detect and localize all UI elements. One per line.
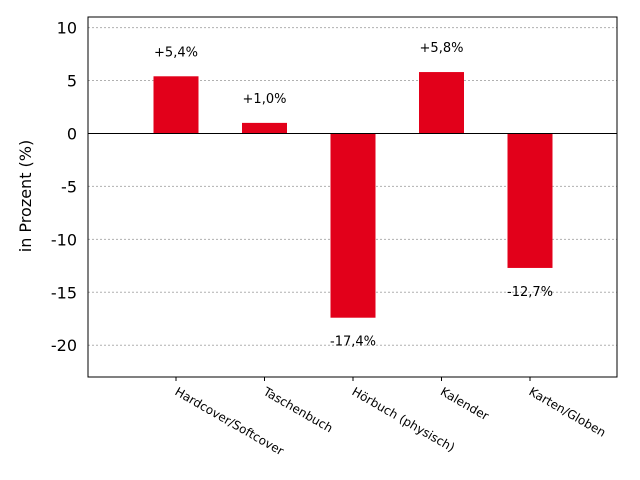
data-label: +5,8%	[420, 41, 464, 56]
data-labels: +5,4% +1,0% -17,4% +5,8% -12,7%	[154, 41, 553, 350]
y-axis-title: in Prozent (%)	[16, 140, 35, 252]
data-label: +1,0%	[243, 92, 287, 107]
y-tick-label: 0	[67, 124, 77, 143]
bar	[330, 133, 376, 318]
y-tick-label: 5	[67, 72, 77, 91]
x-tick-label: Kalender	[438, 384, 491, 423]
y-tick-label: -5	[61, 177, 77, 196]
bar	[153, 76, 199, 134]
y-tick-label: -10	[51, 230, 77, 249]
y-tick-label: -20	[51, 336, 77, 355]
bar	[242, 122, 287, 134]
y-tick-label: -15	[51, 283, 77, 302]
data-label: -12,7%	[507, 285, 553, 300]
x-tick-label: Taschenbuch	[260, 384, 335, 435]
data-label: +5,4%	[154, 45, 198, 60]
y-axis-ticks: 10 5 0 -5 -10 -15 -20	[51, 19, 77, 356]
bar	[507, 133, 553, 268]
y-tick-label: 10	[57, 19, 77, 38]
x-tick-label: Karten/Globen	[527, 384, 609, 439]
bar	[419, 72, 464, 134]
bars	[153, 72, 553, 318]
data-label: -17,4%	[330, 335, 376, 350]
